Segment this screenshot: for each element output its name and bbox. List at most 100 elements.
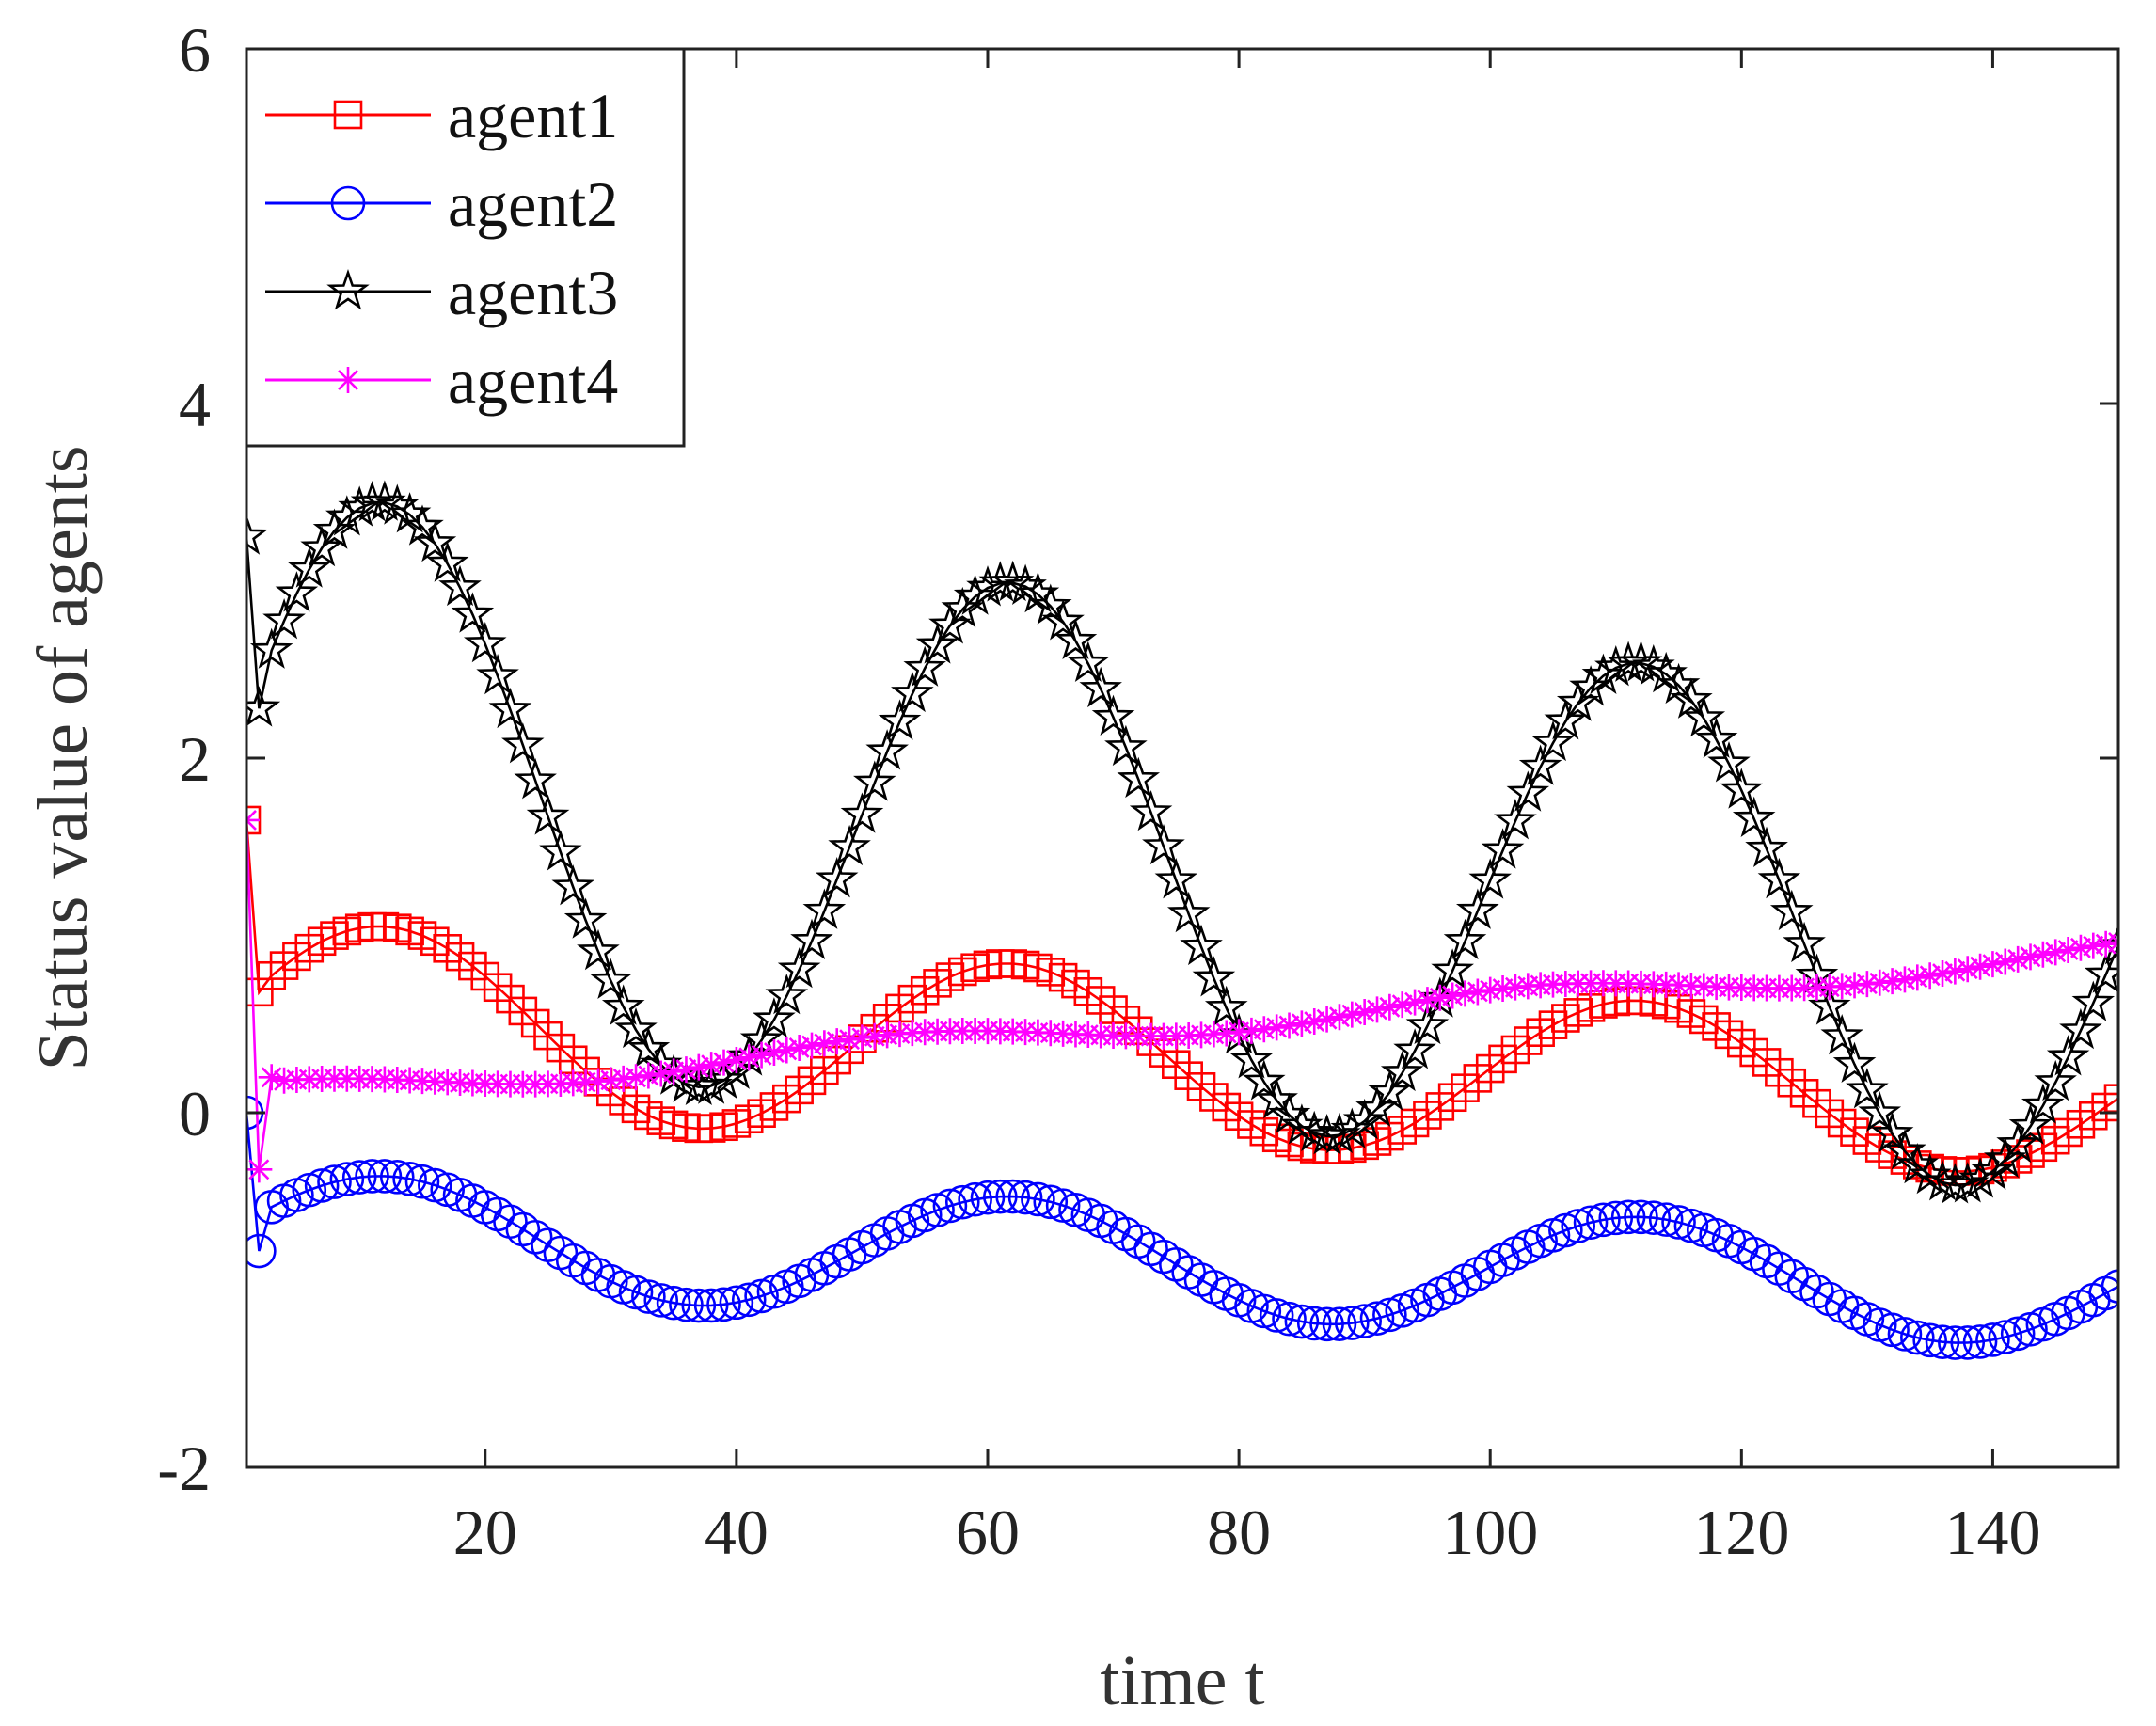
agent3-point xyxy=(1619,641,1663,682)
agent4-point xyxy=(2029,941,2056,968)
agent3-point xyxy=(777,947,821,989)
agent3-point xyxy=(753,997,796,1038)
agent3-point xyxy=(1945,1162,1990,1203)
agent4-point xyxy=(685,1053,712,1081)
x-tick-label: 40 xyxy=(705,1496,769,1568)
agent4-point xyxy=(597,1067,625,1094)
agent4-point xyxy=(1439,982,1466,1009)
agent2-point xyxy=(1925,1324,1960,1359)
agent3-point xyxy=(246,514,268,555)
agent4-point xyxy=(673,1056,700,1084)
agent4-point xyxy=(1250,1016,1277,1043)
agent4-point xyxy=(1325,1004,1353,1031)
agent2-point xyxy=(681,1288,717,1323)
agent3-point xyxy=(476,653,519,695)
agent3-point xyxy=(1104,724,1148,767)
agent3-point xyxy=(1544,699,1588,740)
agent3-point xyxy=(262,598,306,640)
agent3-point xyxy=(1757,857,1801,899)
agent4-point xyxy=(2067,934,2094,961)
agent4-point xyxy=(1313,1006,1340,1033)
series-agent2 xyxy=(246,1095,2118,1360)
plot-area xyxy=(246,480,2118,1360)
agent3-point xyxy=(1694,717,1738,758)
agent4-point xyxy=(1402,989,1429,1016)
series-agent1 xyxy=(246,805,2118,1186)
agent4-point xyxy=(1904,964,1931,991)
agent3-point xyxy=(249,627,293,669)
agent3-point xyxy=(915,623,959,664)
agent4-point xyxy=(1464,978,1491,1006)
agent3-point xyxy=(1908,1152,1952,1195)
agent2-point xyxy=(669,1287,704,1322)
agent4-point xyxy=(1489,975,1516,1003)
agent2-point xyxy=(1573,1205,1609,1241)
legend-marker-agent2 xyxy=(330,185,366,221)
agent3-point xyxy=(1682,695,1726,737)
agent3-point xyxy=(865,729,909,770)
agent3-point xyxy=(1380,1050,1424,1092)
agent3-point xyxy=(1154,858,1198,899)
agent3-point xyxy=(2034,1059,2077,1101)
agent4-point xyxy=(2080,932,2107,959)
agent4-point xyxy=(785,1034,813,1061)
agent4-point xyxy=(1301,1008,1328,1036)
agent2-point xyxy=(1900,1320,1935,1355)
agent3-point xyxy=(1518,744,1562,785)
agent2-point xyxy=(656,1285,691,1321)
agent3-point xyxy=(1607,641,1650,682)
agent3-point xyxy=(1468,858,1512,899)
x-tick-label: 80 xyxy=(1207,1496,1271,1568)
agent3-point xyxy=(1079,666,1122,708)
agent4-point xyxy=(1339,1001,1366,1028)
agent2-point xyxy=(246,1233,277,1269)
agent3-point xyxy=(2008,1103,2053,1145)
agent3-point xyxy=(1707,741,1751,783)
agent2-point xyxy=(932,1188,968,1224)
agent4-point xyxy=(722,1046,750,1073)
agent4-point xyxy=(660,1058,688,1085)
agent4-point xyxy=(1991,948,2019,975)
agent4-point xyxy=(1942,958,1969,985)
agent3-point xyxy=(1657,662,1701,705)
x-tick-label: 60 xyxy=(956,1496,1020,1568)
agent3-point xyxy=(1506,770,1550,812)
agent3-point xyxy=(1846,1068,1889,1109)
agent2-point xyxy=(944,1184,980,1220)
agent3-point xyxy=(1204,985,1248,1027)
agent2-point xyxy=(1359,1301,1395,1336)
agent4-point xyxy=(647,1060,674,1087)
agent3-point xyxy=(1054,618,1098,660)
agent2-point xyxy=(970,1180,1006,1215)
legend-label-agent1: agent1 xyxy=(448,80,618,151)
agent3-point xyxy=(1431,948,1474,990)
agent2-point xyxy=(693,1288,729,1323)
agent3-point xyxy=(551,864,595,906)
agent2-point xyxy=(379,1160,415,1195)
agent3-point xyxy=(350,481,394,522)
agent2-point xyxy=(1272,1301,1307,1337)
agent3-point xyxy=(438,564,482,607)
agent2-point xyxy=(1636,1200,1672,1236)
agent4-point xyxy=(760,1039,787,1067)
agent3-point xyxy=(577,928,620,971)
agent3-point xyxy=(1745,826,1788,868)
agent4-point xyxy=(1979,951,2006,978)
agent3-point xyxy=(1368,1069,1412,1111)
agent3-point xyxy=(978,561,1023,602)
agent3-point xyxy=(300,525,344,567)
agent4-point xyxy=(748,1041,775,1069)
agent3-point xyxy=(1670,677,1713,719)
agent3-point xyxy=(828,824,871,866)
agent2-point xyxy=(1347,1304,1382,1338)
agent2-point xyxy=(958,1181,992,1217)
agent4-point xyxy=(2017,943,2044,971)
agent3-point xyxy=(413,520,457,562)
agent3-point xyxy=(1355,1085,1399,1127)
agent3-point xyxy=(1229,1037,1274,1079)
agent4-point xyxy=(1226,1019,1253,1046)
y-tick-label: 4 xyxy=(179,369,211,440)
agent4-point xyxy=(1866,969,1894,996)
agent1-point xyxy=(2103,1084,2118,1113)
